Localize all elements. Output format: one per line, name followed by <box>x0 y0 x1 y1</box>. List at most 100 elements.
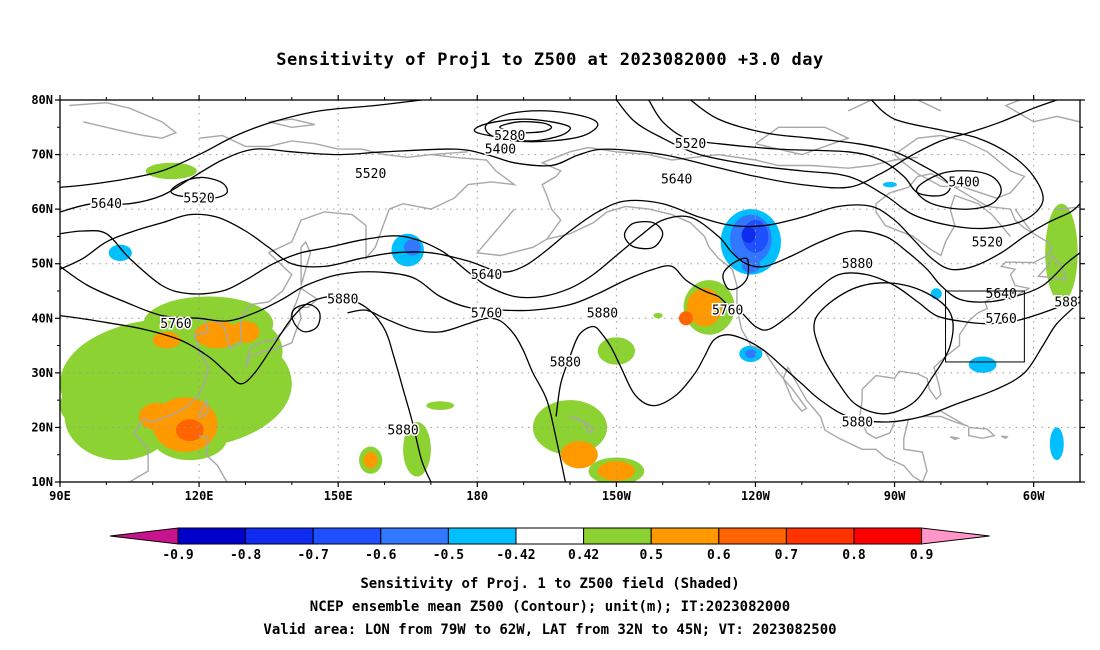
contour-label: 5880 <box>842 257 873 272</box>
colorbar-upper-arrow <box>921 527 990 545</box>
colorbar-swatch <box>245 527 314 545</box>
sensitivity-blob <box>426 401 455 410</box>
sensitivity-blob <box>882 181 897 188</box>
sensitivity-blob <box>532 400 608 455</box>
colorbar-swatch <box>583 527 652 545</box>
z500-contour <box>722 257 750 291</box>
z500-contour <box>915 170 1002 210</box>
contour-label: 5880 <box>550 355 581 370</box>
coastline-segment <box>569 415 595 434</box>
colorbar-swatch <box>177 527 247 545</box>
z500-contour <box>291 303 321 333</box>
colorbar-label: -0.5 <box>433 548 464 563</box>
sensitivity-blob <box>403 421 431 477</box>
colorbar-label: 0.5 <box>639 548 662 563</box>
coastline-segment <box>540 146 918 240</box>
sensitivity-blob <box>194 321 241 349</box>
z500-contour <box>60 100 1058 213</box>
sensitivity-blob <box>1049 427 1064 461</box>
sensitivity-blob <box>108 244 132 261</box>
z500-contour <box>648 100 951 197</box>
coastline-segment <box>198 434 228 482</box>
z500-contour <box>60 100 422 188</box>
contour-label: 5280 <box>494 129 525 144</box>
caption-block: Sensitivity of Proj. 1 to Z500 field (Sh… <box>0 573 1100 642</box>
z500-contour <box>499 120 553 134</box>
colorbar-swatch <box>312 527 382 545</box>
caption-valid-area: Valid area: LON from 79W to 62W, LAT fro… <box>263 622 837 638</box>
sensitivity-blob <box>560 441 598 469</box>
z500-contour <box>813 282 954 415</box>
z500-contour <box>60 199 1080 273</box>
contour-label: 5520 <box>183 192 214 207</box>
sensitivity-blob <box>745 349 757 359</box>
colorbar-label: -0.9 <box>162 548 193 563</box>
z500-contour <box>170 176 229 200</box>
contour-label: 5520 <box>675 137 706 152</box>
contour-label: 5760 <box>471 306 502 321</box>
coastline-segment <box>546 205 923 482</box>
sensitivity-shading <box>60 162 1078 482</box>
colorbar-label: -0.42 <box>496 548 535 563</box>
lon-label: 90W <box>884 489 906 503</box>
contour-label: 5760 <box>986 312 1017 327</box>
colorbar-swatch <box>785 527 855 545</box>
contour-label: 5640 <box>986 287 1017 302</box>
contour-label: 5640 <box>471 268 502 283</box>
coastline-segment <box>129 252 293 482</box>
sensitivity-blob <box>145 162 197 180</box>
sensitivity-blob <box>363 451 378 469</box>
lon-label: 60W <box>1023 489 1045 503</box>
coastline-segment <box>300 240 312 286</box>
lat-label: 70N <box>31 148 53 162</box>
coastline-segment <box>859 389 928 482</box>
contour-label: 5640 <box>91 197 122 212</box>
contour-label: 5520 <box>355 167 386 182</box>
sensitivity-blob <box>741 226 756 243</box>
sensitivity-blob <box>152 331 181 349</box>
colorbar-swatch <box>718 527 787 545</box>
lon-label: 90E <box>49 489 71 503</box>
z500-contour <box>473 118 571 142</box>
colorbar-label: -0.6 <box>365 548 396 563</box>
coastline-segment <box>198 397 210 418</box>
contour-label: 588 <box>1054 295 1077 310</box>
colorbar-label: 0.6 <box>707 548 731 563</box>
contour-label: 5640 <box>661 173 692 188</box>
sensitivity-blob <box>930 288 942 300</box>
z500-contour <box>60 215 1080 303</box>
caption-contour: NCEP ensemble mean Z500 (Contour); unit(… <box>309 599 791 615</box>
sensitivity-blob <box>138 402 176 431</box>
coastline-segment <box>894 134 1026 199</box>
contour-label: 5880 <box>327 293 358 308</box>
z500-contour <box>484 110 599 143</box>
colorbar-swatch <box>650 527 720 545</box>
contour-label: 5760 <box>712 304 743 319</box>
coastline-segment <box>949 436 961 441</box>
sensitivity-blob <box>686 288 723 327</box>
contour-label: 5400 <box>948 175 979 190</box>
z500-contour <box>555 301 1080 423</box>
z500-contour <box>623 220 664 250</box>
lat-label: 80N <box>31 93 53 107</box>
lon-label: 120W <box>741 489 771 503</box>
coastline-segment <box>199 134 469 159</box>
colorbar-swatch <box>515 527 585 545</box>
coastline-segment <box>1004 100 1080 210</box>
valid-area-box <box>945 290 1025 363</box>
sensitivity-blob <box>64 372 176 461</box>
contour-label: 5880 <box>842 415 873 430</box>
caption-shading: Sensitivity of Proj. 1 to Z500 field (Sh… <box>360 576 740 592</box>
colorbar-label: 0.9 <box>910 548 933 563</box>
z500-contour <box>60 265 1080 331</box>
lon-label: 120E <box>185 489 214 503</box>
map-title: Sensitivity of Proj1 to Z500 at 20230820… <box>276 50 824 70</box>
colorbar-swatch <box>380 527 449 545</box>
sensitivity-blob <box>678 311 693 326</box>
coastline-segment <box>755 126 851 156</box>
lon-label: 150E <box>324 489 353 503</box>
sensitivity-blob <box>231 321 260 343</box>
colorbar: -0.9 -0.8 -0.7 -0.6 -0.5 -0.42 0.42 0.5 0.6 0.7 0.… <box>109 527 990 563</box>
